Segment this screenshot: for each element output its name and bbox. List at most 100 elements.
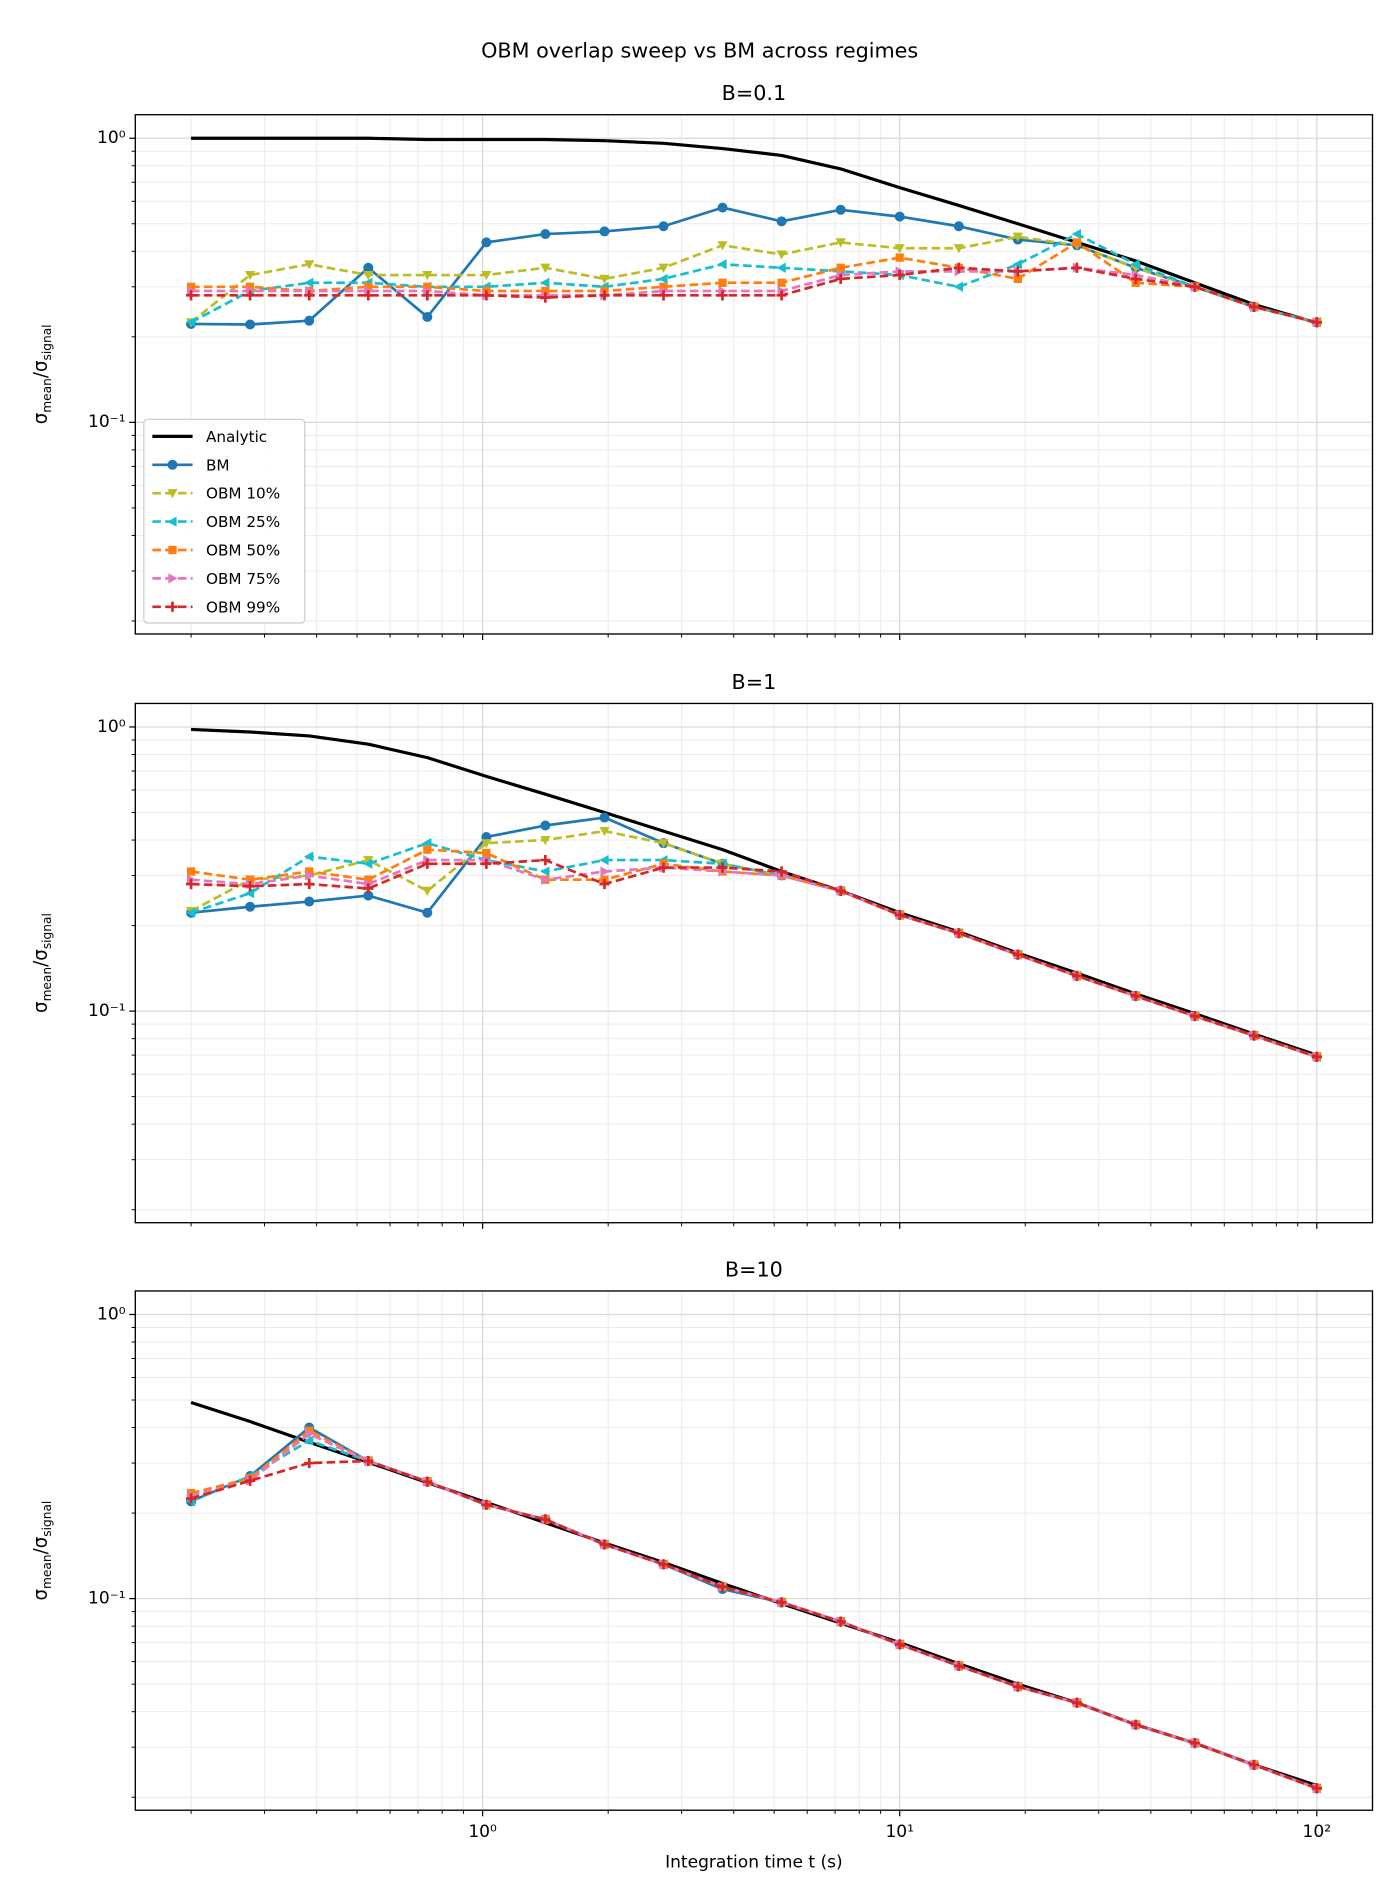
marker — [953, 262, 964, 273]
marker — [599, 827, 610, 837]
marker — [1130, 1719, 1141, 1730]
marker — [1248, 1030, 1260, 1041]
marker — [1012, 266, 1023, 277]
marker — [482, 848, 491, 858]
marker — [540, 229, 551, 240]
marker — [304, 260, 315, 270]
series-line — [191, 266, 1318, 324]
panel: 10⁻¹ 10⁰ B=1 σmean/σsignal — [30, 670, 1374, 1229]
marker — [540, 292, 551, 303]
marker — [540, 866, 550, 877]
marker — [245, 282, 255, 291]
marker — [1311, 1051, 1322, 1063]
marker — [658, 839, 669, 849]
y-axis-label-part: signal — [40, 1501, 54, 1537]
marker — [894, 269, 905, 281]
y-tick-label: 10⁻¹ — [88, 412, 126, 432]
marker — [717, 1581, 728, 1592]
marker — [1013, 274, 1023, 283]
marker — [481, 1499, 492, 1510]
panel-title: B=10 — [725, 1257, 783, 1281]
marker — [835, 204, 846, 215]
plot-area — [185, 1401, 1322, 1794]
marker — [481, 290, 492, 301]
marker — [304, 277, 314, 288]
marker — [599, 226, 610, 237]
marker — [540, 1514, 551, 1525]
marker — [658, 221, 669, 232]
marker — [304, 896, 315, 907]
marker — [305, 867, 314, 876]
marker — [540, 835, 551, 846]
marker — [776, 262, 786, 273]
panel: 10⁻¹ 10⁰ B=0.1 σmean/σsignal Analytic BM OBM 1… — [30, 81, 1374, 641]
marker — [599, 1539, 610, 1550]
y-axis-label: σmean/σsignal — [30, 913, 54, 1013]
marker — [894, 211, 905, 222]
marker — [953, 928, 964, 939]
marker — [599, 290, 610, 301]
marker — [658, 290, 669, 301]
y-tick-label: 10⁻¹ — [88, 1588, 126, 1608]
y-axis-label-part: σ — [30, 1589, 51, 1601]
marker — [540, 277, 550, 288]
marker — [304, 1435, 314, 1446]
legend-box — [143, 418, 306, 624]
marker — [835, 238, 846, 248]
legend-label: BM — [206, 456, 230, 474]
y-axis-label-part: mean — [40, 1554, 54, 1589]
marker — [1071, 228, 1082, 240]
marker — [1189, 281, 1200, 292]
marker — [776, 1597, 787, 1608]
marker — [304, 1457, 315, 1469]
marker — [776, 866, 787, 877]
legend-label: Analytic — [206, 428, 267, 446]
marker — [953, 281, 963, 292]
marker — [304, 851, 314, 862]
marker — [244, 290, 256, 301]
marker — [305, 870, 315, 881]
marker — [481, 270, 492, 281]
series-line — [190, 829, 1318, 1059]
series-line — [191, 858, 1318, 1059]
axes-frame — [134, 1290, 1374, 1811]
marker — [1189, 1011, 1200, 1022]
marker — [364, 875, 373, 884]
marker — [953, 221, 964, 232]
marker — [894, 1639, 905, 1650]
marker — [1072, 238, 1082, 247]
marker — [244, 270, 256, 281]
marker — [304, 315, 315, 326]
y-tick-label: 10⁻¹ — [88, 1001, 126, 1021]
marker — [600, 866, 610, 877]
y-tick-label: 10⁰ — [97, 1304, 126, 1324]
marker — [836, 263, 845, 272]
marker — [776, 216, 787, 227]
marker — [658, 263, 669, 273]
legend-label: OBM 50% — [206, 541, 280, 559]
marker — [185, 878, 197, 890]
marker — [1012, 259, 1022, 270]
marker — [658, 862, 669, 873]
marker — [185, 907, 196, 918]
marker — [481, 237, 492, 248]
marker — [422, 270, 433, 281]
marker — [363, 1455, 374, 1467]
marker — [245, 319, 256, 330]
marker — [422, 311, 433, 322]
panel: 10⁰ 10¹ 10² 10⁻¹ 10⁰ B=10 σmean/σsignal Integra… — [30, 1257, 1374, 1873]
marker — [1248, 1759, 1260, 1770]
marker — [717, 862, 728, 873]
figure-title: OBM overlap sweep vs BM across regimes — [481, 38, 918, 62]
marker — [245, 901, 256, 912]
marker — [776, 290, 787, 301]
marker — [1071, 970, 1083, 982]
x-tick-label: 10¹ — [885, 1822, 914, 1842]
y-axis-label-part: mean — [40, 967, 54, 1002]
marker — [894, 244, 905, 254]
marker — [1130, 259, 1140, 270]
y-axis-label: σmean/σsignal — [30, 1501, 54, 1601]
marker — [717, 202, 728, 213]
